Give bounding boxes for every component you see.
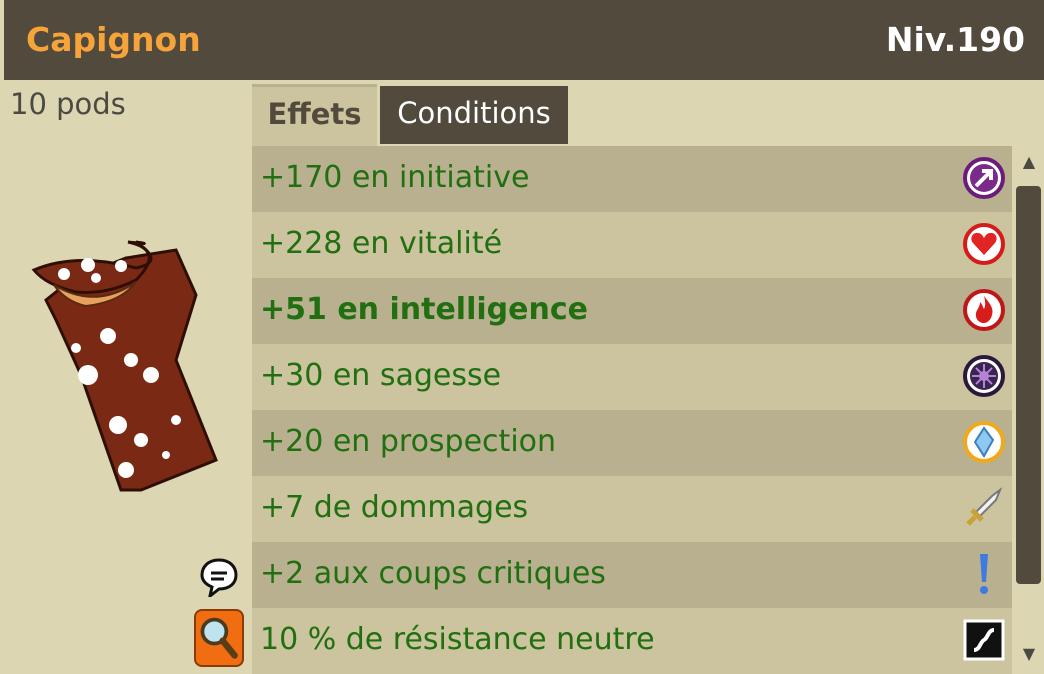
cape-item-image xyxy=(31,240,218,492)
critical-exclamation-icon xyxy=(980,554,988,594)
effect-text: +20 en prospection xyxy=(260,424,557,459)
item-header: Capignon Niv.190 xyxy=(4,0,1044,80)
damage-sword-icon xyxy=(966,487,1003,526)
neutral-resistance-icon xyxy=(963,619,1005,661)
prospecting-crystal-icon xyxy=(963,421,1005,463)
inspect-magnifier-button[interactable] xyxy=(194,609,244,667)
tab-conditions[interactable]: Conditions xyxy=(380,86,568,144)
effects-list: +170 en initiative +228 en vitalité +51 … xyxy=(252,146,1012,674)
initiative-icon xyxy=(963,157,1005,199)
effect-text: +30 en sagesse xyxy=(260,358,502,393)
effect-text: +228 en vitalité xyxy=(260,226,503,261)
scroll-down-arrow-icon[interactable]: ▼ xyxy=(1022,644,1036,663)
scroll-up-arrow-icon[interactable]: ▲ xyxy=(1022,152,1036,171)
tab-effects[interactable]: Effets xyxy=(252,84,377,146)
effect-row: +7 de dommages xyxy=(252,476,1012,542)
effect-row: +51 en intelligence xyxy=(252,278,1012,344)
scrollbar-thumb[interactable] xyxy=(1016,186,1041,584)
item-level: Niv.190 xyxy=(885,20,1025,59)
effect-text: +2 aux coups critiques xyxy=(260,556,606,591)
effect-row: +20 en prospection xyxy=(252,410,1012,476)
effects-scrollbar[interactable]: ▲ ▼ xyxy=(1014,146,1044,674)
effect-row: +30 en sagesse xyxy=(252,344,1012,410)
item-name: Capignon xyxy=(26,20,201,59)
effect-text: +170 en initiative xyxy=(260,160,530,195)
effect-row: +170 en initiative xyxy=(252,146,1012,212)
magnifier-icon xyxy=(200,617,238,659)
effect-row: +228 en vitalité xyxy=(252,212,1012,278)
tab-bar: Effets Conditions xyxy=(252,80,1044,146)
item-weight: 10 pods xyxy=(10,87,126,121)
effect-text: 10 % de résistance neutre xyxy=(260,622,655,657)
intelligence-fire-icon xyxy=(963,289,1005,331)
effect-text: +7 de dommages xyxy=(260,490,529,525)
chat-bubble-icon[interactable] xyxy=(200,557,238,597)
effect-text: +51 en intelligence xyxy=(260,292,588,327)
vitality-heart-icon xyxy=(963,223,1005,265)
wisdom-icon xyxy=(963,355,1005,397)
effect-row: +2 aux coups critiques xyxy=(252,542,1012,608)
effect-row: 10 % de résistance neutre xyxy=(252,608,1012,674)
